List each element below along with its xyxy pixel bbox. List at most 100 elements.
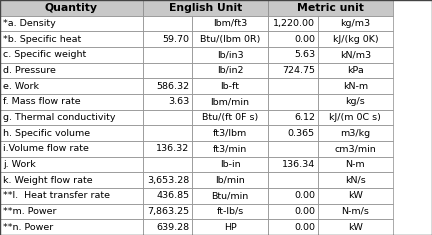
Text: 639.28: 639.28	[156, 223, 190, 232]
Text: N-m/s: N-m/s	[341, 207, 369, 216]
Text: lbm/min: lbm/min	[210, 97, 250, 106]
Text: k. Weight flow rate: k. Weight flow rate	[3, 176, 93, 185]
Text: Btu/min: Btu/min	[211, 191, 249, 200]
Bar	[143, 63, 192, 78]
Bar	[318, 16, 393, 31]
Text: HP: HP	[224, 223, 236, 232]
Bar	[318, 172, 393, 188]
Bar	[268, 63, 318, 78]
Text: English Unit: English Unit	[168, 3, 242, 13]
Bar	[318, 94, 393, 110]
Bar	[268, 157, 318, 172]
Bar	[318, 219, 393, 235]
Text: 59.70: 59.70	[162, 35, 190, 44]
Text: kN-m: kN-m	[343, 82, 368, 91]
Text: lb/in2: lb/in2	[217, 66, 243, 75]
Bar	[143, 188, 192, 204]
Bar	[318, 204, 393, 219]
Bar	[318, 125, 393, 141]
Bar	[0, 204, 143, 219]
Bar	[192, 141, 268, 157]
Text: lb/in3: lb/in3	[217, 50, 243, 59]
Text: 3,653.28: 3,653.28	[147, 176, 190, 185]
Text: kPa: kPa	[347, 66, 364, 75]
Bar	[192, 94, 268, 110]
Text: N-m: N-m	[346, 160, 365, 169]
Text: **n. Power: **n. Power	[3, 223, 54, 232]
Text: Btu/(ft 0F s): Btu/(ft 0F s)	[202, 113, 258, 122]
Bar	[0, 172, 143, 188]
Text: j. Work: j. Work	[3, 160, 36, 169]
Bar	[268, 16, 318, 31]
Text: cm3/min: cm3/min	[334, 144, 376, 153]
Text: 6.12: 6.12	[294, 113, 315, 122]
Bar	[143, 219, 192, 235]
Bar	[0, 16, 143, 31]
Bar	[192, 110, 268, 125]
Text: h. Specific volume: h. Specific volume	[3, 129, 91, 138]
Bar	[0, 219, 143, 235]
Text: kW: kW	[348, 191, 363, 200]
Bar	[318, 47, 393, 63]
Bar	[192, 204, 268, 219]
Text: 0.365: 0.365	[288, 129, 315, 138]
Bar	[143, 16, 192, 31]
Text: 0.00: 0.00	[294, 207, 315, 216]
Bar	[0, 125, 143, 141]
Text: kN/m3: kN/m3	[340, 50, 371, 59]
Bar	[268, 125, 318, 141]
Bar	[143, 94, 192, 110]
Text: kW: kW	[348, 223, 363, 232]
Bar	[318, 110, 393, 125]
Text: *b. Specific heat: *b. Specific heat	[3, 35, 82, 44]
Text: lbm/ft3: lbm/ft3	[213, 19, 247, 28]
Bar	[143, 125, 192, 141]
Bar	[192, 125, 268, 141]
Text: 586.32: 586.32	[156, 82, 190, 91]
Bar	[0, 110, 143, 125]
Bar	[192, 63, 268, 78]
Text: ft-lb/s: ft-lb/s	[216, 207, 244, 216]
Text: *a. Density: *a. Density	[3, 19, 56, 28]
Text: e. Work: e. Work	[3, 82, 39, 91]
Text: **m. Power: **m. Power	[3, 207, 57, 216]
Bar	[0, 157, 143, 172]
Bar	[143, 78, 192, 94]
Bar	[143, 31, 192, 47]
Text: lb/min: lb/min	[215, 176, 245, 185]
Bar	[268, 31, 318, 47]
Text: 0.00: 0.00	[294, 35, 315, 44]
Bar	[143, 172, 192, 188]
Bar	[143, 141, 192, 157]
Bar	[192, 31, 268, 47]
Bar	[0, 47, 143, 63]
Bar	[143, 204, 192, 219]
Bar	[268, 141, 318, 157]
Bar	[318, 157, 393, 172]
Text: kJ/(kg 0K): kJ/(kg 0K)	[333, 35, 378, 44]
Text: 136.34: 136.34	[282, 160, 315, 169]
Text: 0.00: 0.00	[294, 223, 315, 232]
Bar	[192, 188, 268, 204]
Text: lb-in: lb-in	[220, 160, 240, 169]
Bar	[0, 141, 143, 157]
Bar	[143, 47, 192, 63]
Bar	[268, 204, 318, 219]
Text: f. Mass flow rate: f. Mass flow rate	[3, 97, 81, 106]
Text: kg/s: kg/s	[346, 97, 365, 106]
Bar	[192, 219, 268, 235]
Text: 5.63: 5.63	[294, 50, 315, 59]
Bar	[192, 157, 268, 172]
Bar	[318, 141, 393, 157]
Text: Quantity: Quantity	[45, 3, 98, 13]
Bar	[318, 188, 393, 204]
Bar	[318, 78, 393, 94]
Bar	[268, 94, 318, 110]
Text: lb-ft: lb-ft	[221, 82, 239, 91]
Text: kg/m3: kg/m3	[340, 19, 370, 28]
Bar	[0, 188, 143, 204]
Bar	[0, 63, 143, 78]
Bar	[0, 78, 143, 94]
Bar	[192, 16, 268, 31]
Text: kJ/(m 0C s): kJ/(m 0C s)	[329, 113, 381, 122]
